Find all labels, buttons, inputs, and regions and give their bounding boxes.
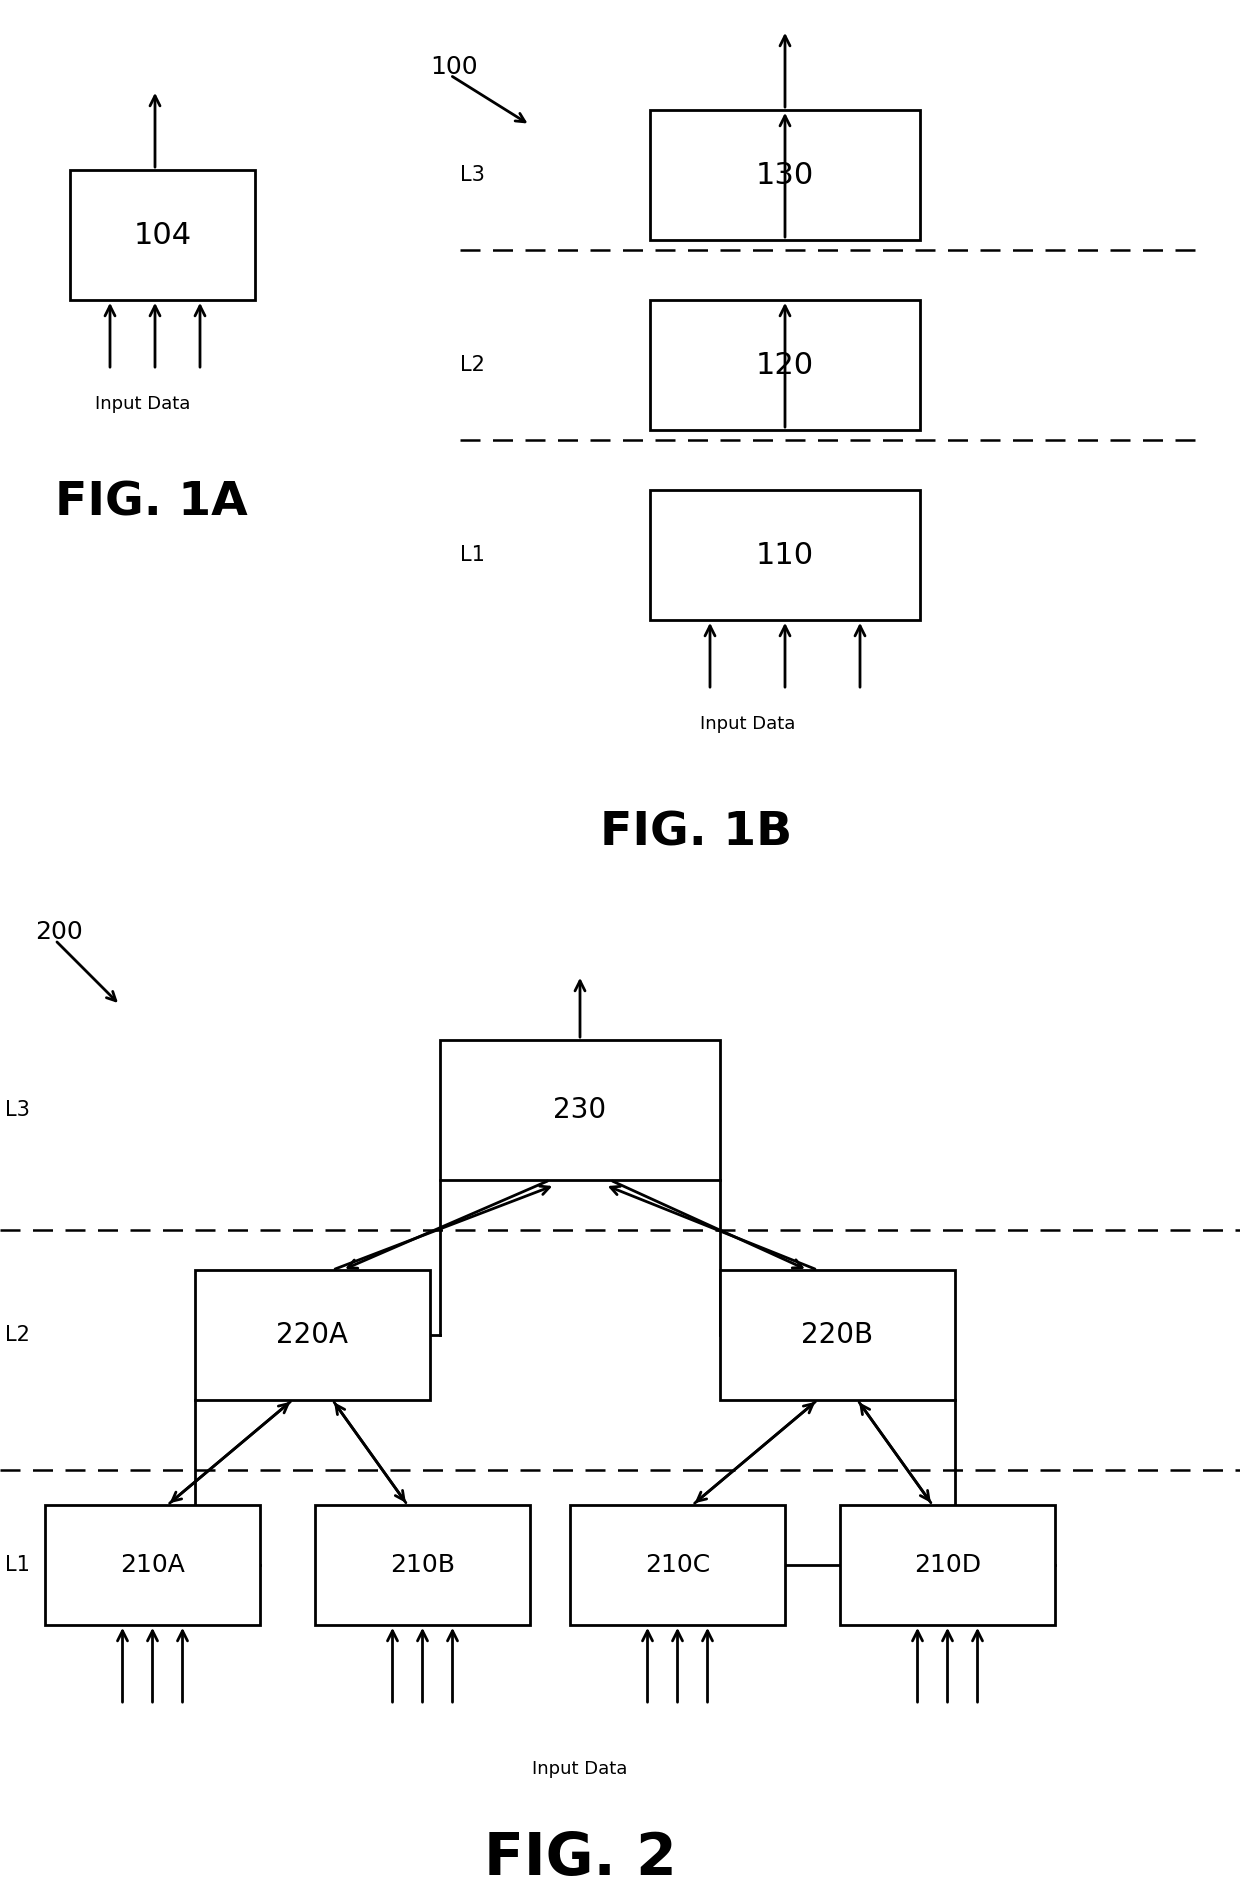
Text: 210C: 210C bbox=[645, 1554, 711, 1576]
Text: L1: L1 bbox=[460, 545, 485, 566]
Text: 230: 230 bbox=[553, 1095, 606, 1124]
Text: FIG. 2: FIG. 2 bbox=[484, 1830, 676, 1879]
Text: 100: 100 bbox=[430, 54, 477, 79]
Text: L3: L3 bbox=[460, 165, 485, 184]
Text: L2: L2 bbox=[5, 1325, 30, 1345]
Text: 210D: 210D bbox=[914, 1554, 981, 1576]
Text: Input Data: Input Data bbox=[532, 1761, 627, 1778]
Text: L1: L1 bbox=[5, 1556, 30, 1575]
Text: 210A: 210A bbox=[120, 1554, 185, 1576]
Text: 110: 110 bbox=[756, 541, 815, 569]
Bar bbox=[69, 169, 255, 301]
Text: 210B: 210B bbox=[391, 1554, 455, 1576]
Text: 220A: 220A bbox=[277, 1321, 348, 1349]
Bar bbox=[440, 1039, 720, 1180]
Text: 220B: 220B bbox=[801, 1321, 873, 1349]
Text: L3: L3 bbox=[5, 1099, 30, 1120]
Text: FIG. 1B: FIG. 1B bbox=[600, 810, 792, 855]
Text: 104: 104 bbox=[134, 220, 191, 250]
Text: Input Data: Input Data bbox=[95, 395, 191, 413]
Bar bbox=[839, 1505, 1055, 1625]
Text: FIG. 1A: FIG. 1A bbox=[55, 479, 248, 524]
Text: 120: 120 bbox=[756, 351, 815, 380]
Bar bbox=[650, 111, 920, 241]
Text: Input Data: Input Data bbox=[701, 716, 795, 733]
Bar bbox=[650, 490, 920, 620]
Bar bbox=[195, 1270, 430, 1400]
Text: L2: L2 bbox=[460, 355, 485, 376]
Bar bbox=[720, 1270, 955, 1400]
Text: 130: 130 bbox=[756, 160, 815, 190]
Bar bbox=[45, 1505, 260, 1625]
Text: 200: 200 bbox=[35, 921, 83, 943]
Bar bbox=[315, 1505, 529, 1625]
Bar bbox=[570, 1505, 785, 1625]
Bar bbox=[650, 301, 920, 430]
